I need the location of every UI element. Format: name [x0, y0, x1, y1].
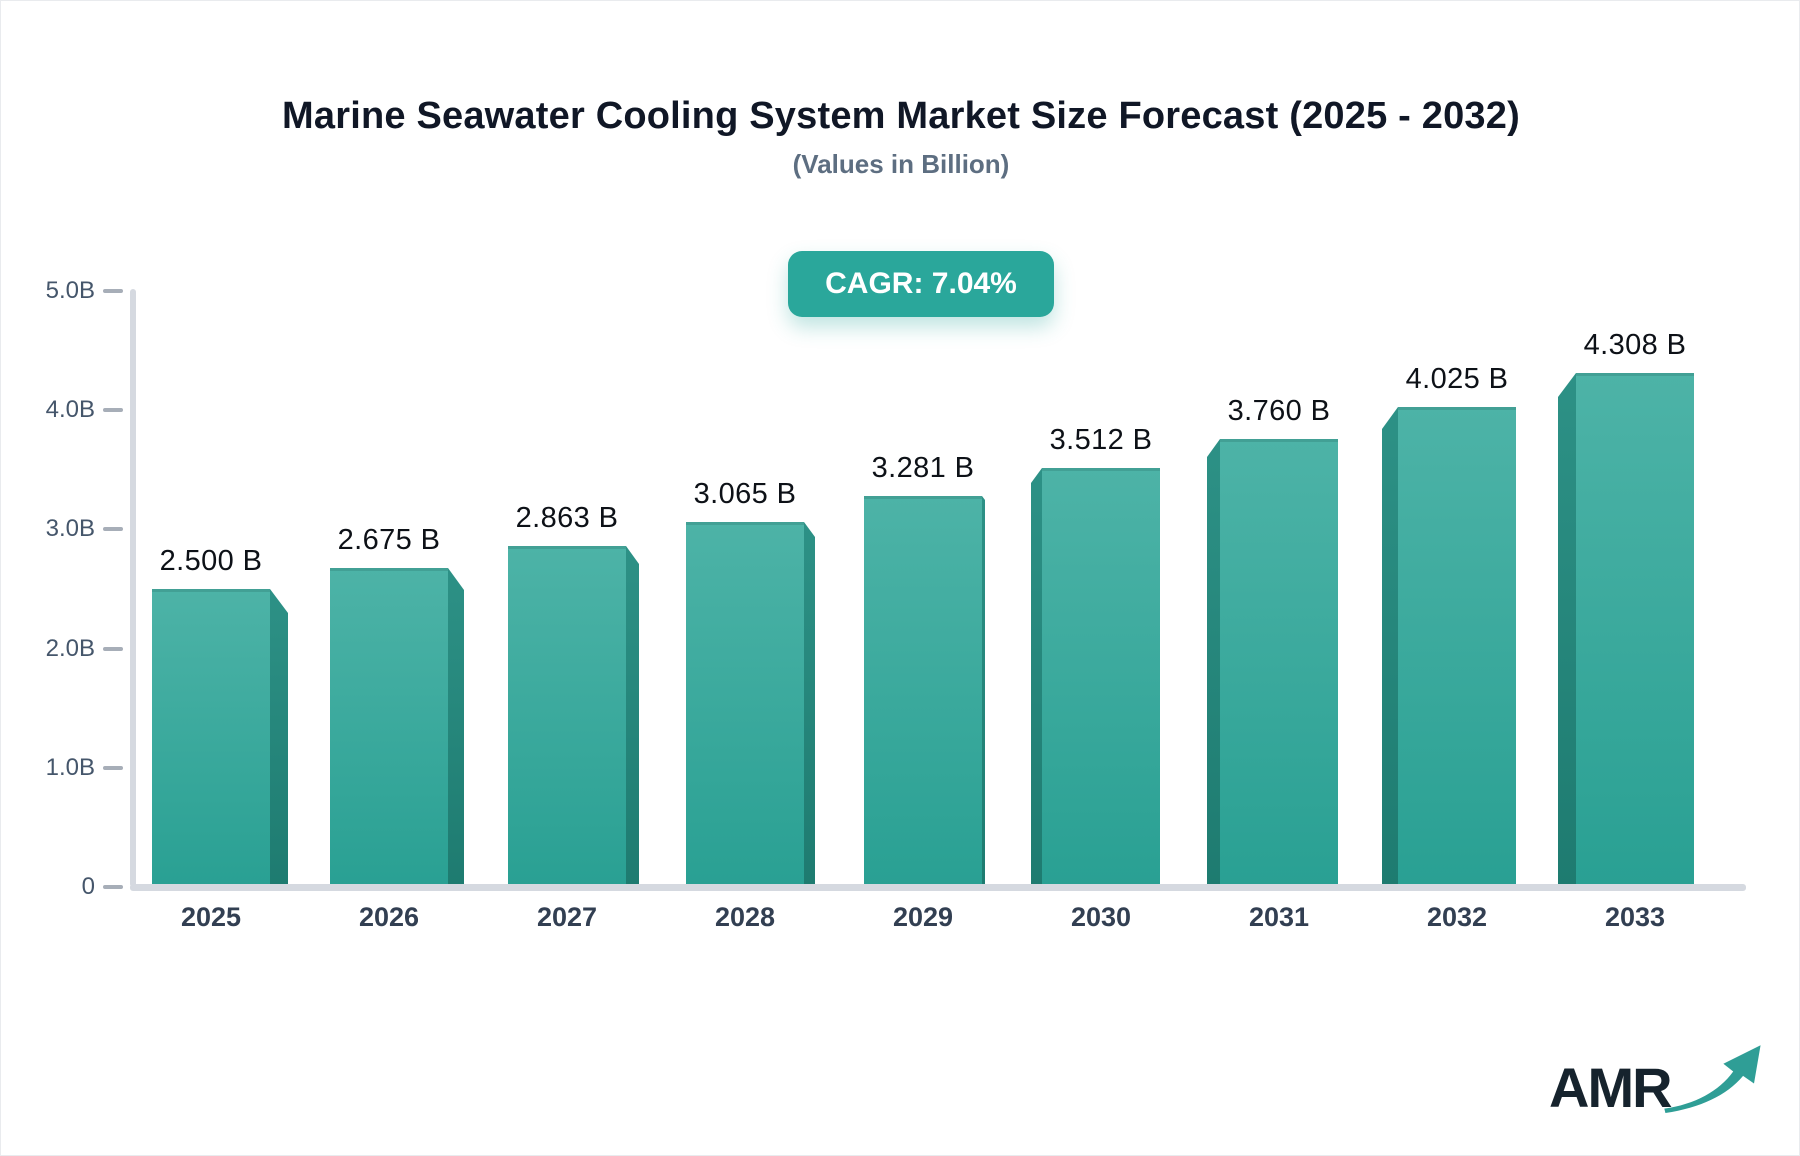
- x-tick-label: 2030: [1070, 902, 1132, 932]
- bar-value-label: 3.281 B: [871, 452, 975, 484]
- y-tick-label: 0: [81, 873, 95, 900]
- bar-value-label: 4.025 B: [1405, 363, 1509, 395]
- bar-value-label: 2.675 B: [337, 524, 441, 556]
- y-tick-dash: [103, 885, 123, 889]
- chart-subtitle: (Values in Billion): [792, 149, 1010, 179]
- bar-value-label: 3.760 B: [1227, 395, 1331, 427]
- bar-side: [270, 589, 288, 887]
- bar-face: [1398, 407, 1516, 887]
- y-tick-label: 1.0B: [45, 754, 95, 781]
- y-tick-dash: [103, 408, 123, 412]
- x-tick-label: 2031: [1248, 902, 1310, 932]
- x-tick-label: 2028: [714, 902, 776, 932]
- x-tick-label: 2026: [358, 902, 420, 932]
- amr-logo: AMR: [1521, 1033, 1761, 1133]
- bar-side: [1031, 468, 1042, 887]
- x-tick-label: 2029: [892, 902, 954, 932]
- bar-face: [330, 568, 448, 887]
- bar-side: [1382, 407, 1398, 887]
- bar-face: [1576, 373, 1694, 887]
- bar-face: [508, 546, 626, 887]
- cagr-badge-label: CAGR: 7.04%: [825, 267, 1017, 300]
- y-tick-label: 2.0B: [45, 635, 95, 662]
- y-tick-label: 4.0B: [45, 396, 95, 423]
- bar-face: [1042, 468, 1160, 887]
- y-axis-line: [130, 289, 136, 887]
- amr-logo-text: AMR: [1549, 1056, 1673, 1119]
- bar-side: [626, 546, 639, 887]
- bar-face: [686, 522, 804, 887]
- y-tick-dash: [103, 766, 123, 770]
- y-tick-dash: [103, 289, 123, 293]
- y-tick-dash: [103, 647, 123, 651]
- x-tick-label: 2025: [180, 902, 242, 932]
- x-tick-label: 2027: [536, 902, 598, 932]
- x-tick-label: 2033: [1604, 902, 1666, 932]
- bar-value-label: 3.512 B: [1049, 424, 1153, 456]
- y-tick-dash: [103, 527, 123, 531]
- bar-face: [864, 496, 982, 887]
- bar-face: [1220, 439, 1338, 887]
- bar-face: [152, 589, 270, 887]
- y-tick-label: 5.0B: [45, 277, 95, 304]
- bar-value-label: 2.863 B: [515, 502, 619, 534]
- x-baseline: [130, 884, 1746, 891]
- bar-value-label: 3.065 B: [693, 478, 797, 510]
- bar-value-label: 4.308 B: [1583, 329, 1687, 361]
- bar-side: [982, 496, 985, 887]
- y-tick-label: 3.0B: [45, 515, 95, 542]
- bar-side: [448, 568, 464, 887]
- bar-side: [1207, 439, 1220, 887]
- bar-side: [1558, 373, 1576, 887]
- bar-side: [804, 522, 815, 887]
- growth-arrow-icon: [1664, 1045, 1761, 1113]
- cagr-badge: CAGR: 7.04%: [788, 251, 1054, 317]
- x-tick-label: 2032: [1426, 902, 1488, 932]
- bar-value-label: 2.500 B: [159, 545, 263, 577]
- chart-title: Marine Seawater Cooling System Market Si…: [282, 95, 1520, 137]
